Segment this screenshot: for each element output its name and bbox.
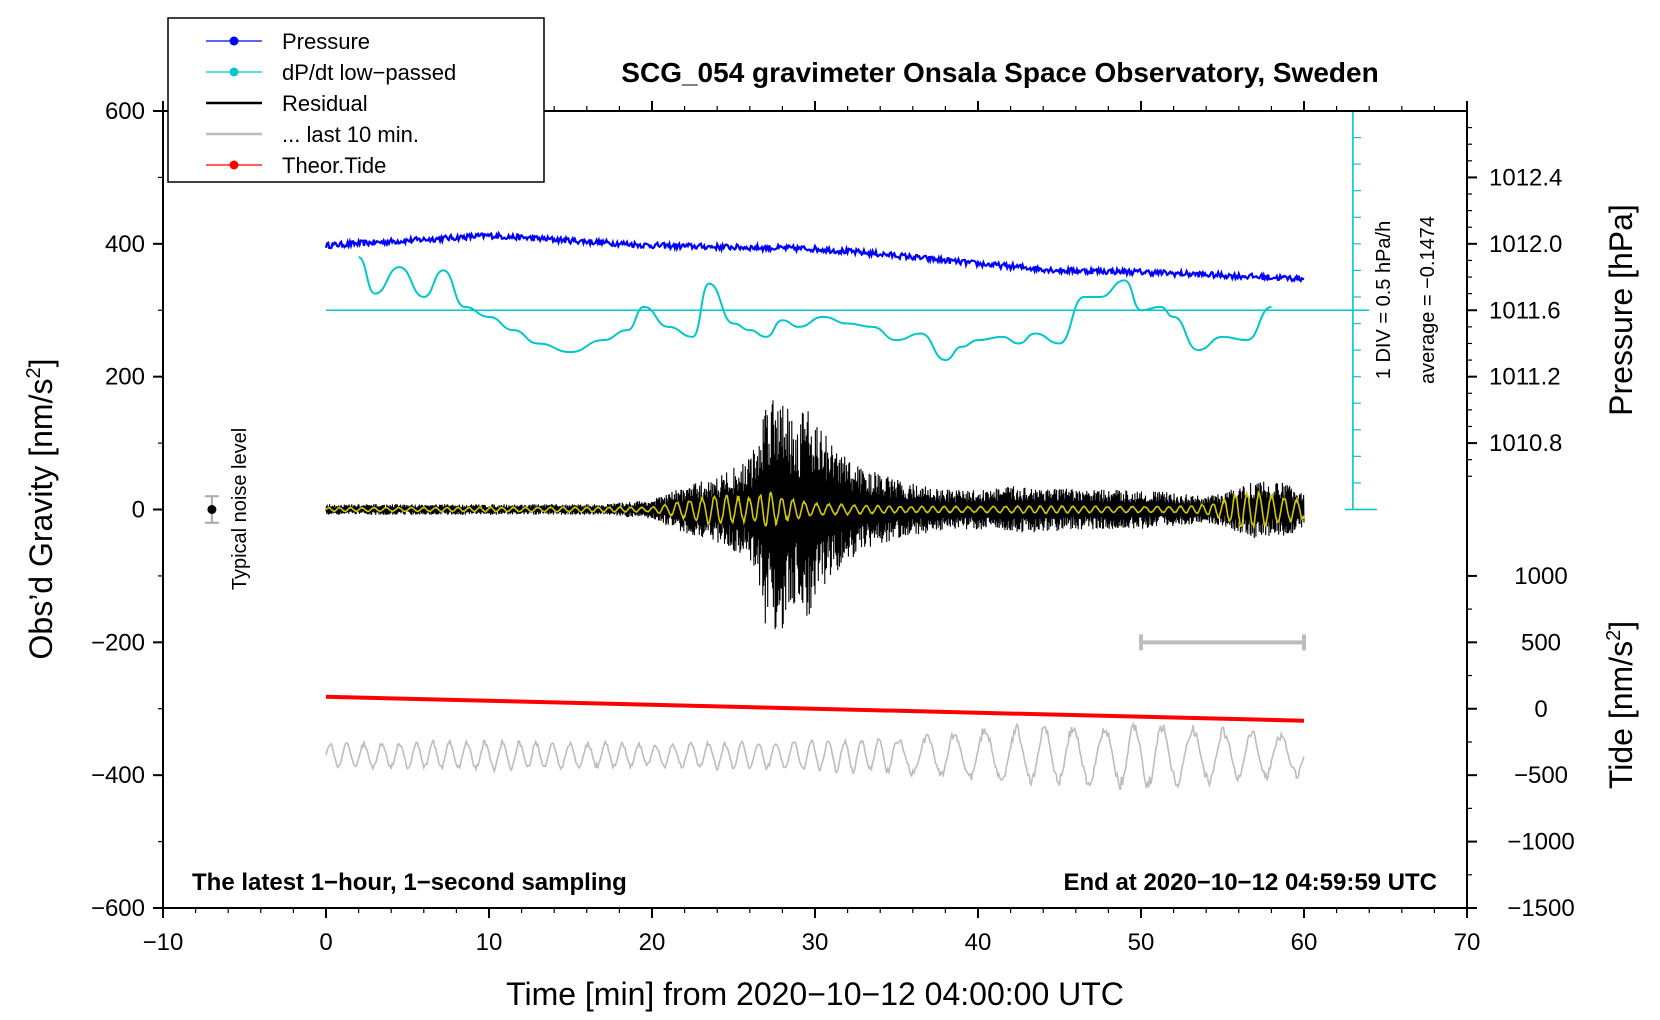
average-label: average = −0.1474: [1417, 216, 1439, 384]
x-tick-label: 60: [1291, 929, 1318, 956]
x-tick-label: 40: [965, 929, 992, 956]
average-label-group: average = −0.1474: [1417, 216, 1439, 384]
y-axis-label-sup: 2: [23, 367, 45, 378]
legend-label: ... last 10 min.: [282, 122, 419, 147]
legend-marker: [229, 160, 239, 170]
y-axis-label-close: ]: [23, 359, 59, 368]
axis-ticks: −10 0 10 20 30 40 50 60 70 600 400 200 0 −200 −400 −600…: [91, 98, 1575, 956]
y-tick-label: 400: [105, 231, 145, 258]
tide-axis-label-text: Tide [nm/s: [1603, 641, 1639, 789]
x-tick-label: 70: [1454, 929, 1481, 956]
legend-label: Pressure: [282, 29, 370, 54]
y-tick-label: 600: [105, 98, 145, 125]
pressure-tick-label: 1011.2: [1489, 364, 1561, 391]
tide-tick-label: −1500: [1507, 895, 1574, 922]
plot-area: [204, 110, 1377, 651]
residual-line: [325, 400, 1305, 630]
noise-label: Typical noise level: [229, 428, 251, 590]
y-axis-label-right-tide: Tide [nm/s2]: [1603, 621, 1639, 789]
pressure-tick-label: 1012.0: [1489, 231, 1562, 258]
legend-label: Residual: [282, 91, 368, 116]
div-label: 1 DIV = 0.5 hPa/h: [1373, 221, 1395, 379]
svg-text:Tide [nm/s2]: Tide [nm/s2]: [1603, 621, 1639, 789]
legend-label: Theor.Tide: [282, 153, 386, 178]
chart-title: SCG_054 gravimeter Onsala Space Observat…: [621, 57, 1378, 88]
legend-label: dP/dt low−passed: [282, 60, 456, 85]
y-tick-label: −600: [91, 895, 145, 922]
y-tick-label: 0: [132, 497, 145, 524]
y-axis-label-right-pressure: Pressure [hPa]: [1603, 204, 1639, 416]
pressure-axis-label: Pressure [hPa]: [1603, 204, 1639, 416]
noise-dot: [207, 505, 217, 514]
tide-tick-label: −1000: [1507, 829, 1574, 856]
legend-box: [167, 17, 545, 183]
y-tick-label: 200: [105, 364, 145, 391]
pressure-tick-label: 1012.4: [1489, 164, 1562, 191]
last10-line: [325, 721, 1305, 791]
tide-tick-label: 0: [1534, 696, 1547, 723]
x-tick-label: 30: [802, 929, 829, 956]
pressure-tick-label: 1010.8: [1489, 430, 1562, 457]
noise-label-group: Typical noise level: [229, 428, 251, 590]
legend-marker: [229, 67, 239, 77]
x-tick-label: −10: [143, 929, 184, 956]
x-axis-label: Time [min] from 2020−10−12 04:00:00 UTC: [506, 976, 1124, 1012]
tide-axis-label-close: ]: [1603, 621, 1639, 630]
legend-marker: [229, 36, 239, 46]
y-axis-label-left: Obs’d Gravity [nm/s2]: [23, 359, 59, 660]
legend: Pressure dP/dt low−passed Residual ... last…: [206, 29, 456, 178]
x-tick-label: 20: [639, 929, 666, 956]
note-bottom-left: The latest 1−hour, 1−second sampling: [192, 869, 627, 896]
x-tick-label: 50: [1128, 929, 1155, 956]
tide-axis-label-sup: 2: [1603, 630, 1625, 641]
tide-tick-label: −500: [1514, 762, 1568, 789]
chart-marks: [324, 230, 1305, 791]
tide-tick-label: 500: [1521, 629, 1561, 656]
div-label-group: 1 DIV = 0.5 hPa/h: [1373, 221, 1395, 379]
tide-line: [325, 694, 1305, 723]
note-bottom-right: End at 2020−10−12 04:59:59 UTC: [1063, 869, 1437, 896]
pressure-tick-label: 1011.6: [1489, 297, 1561, 324]
x-tick-label: 10: [476, 929, 503, 956]
dpdt-line: [358, 256, 1272, 362]
svg-text:Obs’d Gravity [nm/s2]: Obs’d Gravity [nm/s2]: [23, 359, 59, 660]
y-axis-label-text: Obs’d Gravity [nm/s: [23, 379, 59, 660]
plot-frame: [162, 110, 1468, 909]
y-tick-label: −400: [91, 762, 145, 789]
pressure-line: [324, 230, 1305, 284]
x-tick-label: 0: [319, 929, 332, 956]
filtered-residual-line: [325, 490, 1305, 530]
tide-tick-label: 1000: [1514, 563, 1567, 590]
y-tick-label: −200: [91, 629, 145, 656]
